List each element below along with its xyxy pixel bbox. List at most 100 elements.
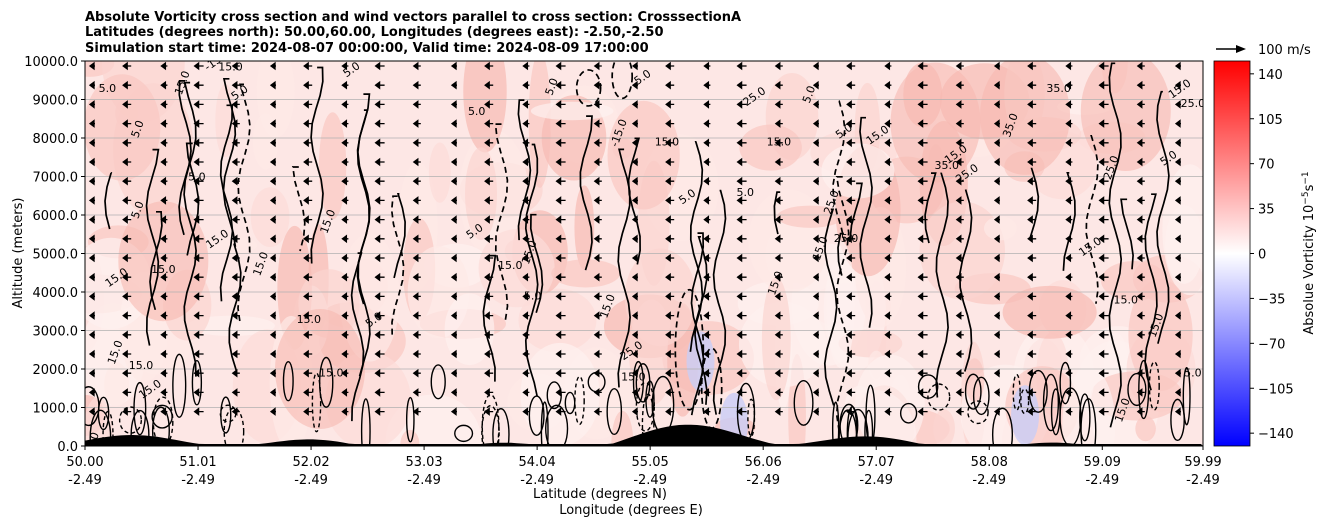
contour-loop [97,396,110,431]
wind-vector [993,253,1000,263]
wind-vector [955,407,964,416]
wind-vector [303,368,313,378]
wind-vector [1065,119,1073,128]
wind-vector [193,176,204,186]
contour-line [924,172,937,244]
wind-vector [374,349,385,359]
contour-line [617,148,631,388]
wind-vector [160,234,168,244]
wind-vector [1174,272,1181,282]
wind-vector [160,138,168,148]
wind-vector [160,368,168,378]
wind-vector [812,234,819,244]
contour-loop-negative [611,61,634,100]
x-tick-label-lat: 57.07 [858,455,895,470]
wind-vector [122,176,132,186]
wind-vector [736,61,747,71]
wind-vector [993,100,1000,109]
wind-vector [555,292,566,301]
contour-label: 15.0 [621,371,646,384]
wind-vector [450,349,457,359]
wind-vector [193,388,204,397]
wind-vector [703,330,711,340]
wind-vector [555,100,566,109]
wind-vector [774,311,783,320]
wind-vector [1098,368,1109,378]
wind-vector [1098,272,1109,282]
wind-vector [341,388,349,397]
colorbar-tick-label: 70 [1258,158,1275,173]
wind-vector [1098,80,1109,90]
wind-vector [665,330,675,340]
wind-vector [269,100,276,109]
wind-vector [450,61,457,71]
wind-vector [1065,138,1073,148]
wind-vector [374,407,385,416]
wind-vector [955,215,964,224]
wind-vector [1098,157,1109,167]
wind-vector [1136,196,1145,205]
wind-vector [955,292,964,301]
contour-line [356,93,371,305]
wind-vector [1098,138,1109,148]
wind-vector [884,253,892,263]
wind-vector [884,349,892,359]
wind-vector [993,311,1000,320]
y-axis-label: Altitude (meters) [11,198,26,309]
contour-line [773,191,781,235]
wind-vector [955,234,964,244]
contour-loop [1020,388,1030,415]
contour-line [935,172,949,398]
wind-vector [160,176,168,186]
wind-vector [484,100,494,109]
wind-vector [88,330,95,340]
wind-vector [993,330,1000,340]
x-tick-label-lat: 56.06 [745,455,782,470]
wind-vector [1027,349,1037,359]
wind-vector [846,368,856,378]
vorticity-contours [85,61,1191,446]
wind-vector [846,272,856,282]
wind-vector [1136,176,1145,186]
contour-line [185,142,200,256]
wind-vector [993,234,1000,244]
wind-vector [884,311,892,320]
wind-vector [1065,157,1073,167]
wind-vector [993,407,1000,416]
wind-vector [1136,138,1145,148]
terrain [85,424,1203,446]
x-tick-label-lon: -2.49 [859,473,893,488]
wind-vector [774,292,783,301]
wind-vector [736,272,747,282]
wind-vector [122,80,132,90]
wind-vector [122,253,132,263]
vorticity-patch [551,259,621,288]
wind-vector [665,176,675,186]
wind-vector [774,119,783,128]
wind-vector [1098,234,1109,244]
wind-vector [955,253,964,263]
vorticity-patch [739,124,802,171]
wind-vector [88,215,95,224]
wind-vector [884,215,892,224]
wind-vector [1098,61,1109,71]
wind-vector [88,407,95,416]
wind-vector [846,80,856,90]
contour-loop [1079,393,1091,442]
contour-loop [481,393,500,446]
wind-vector [846,253,856,263]
contour-line [1062,171,1076,271]
wind-vector [631,388,638,397]
quiver-key-label: 100 m/s [1258,43,1311,58]
contour-label: 5.0 [543,76,561,97]
wind-vector [917,272,928,282]
contour-loop [1170,398,1185,442]
wind-vector [917,253,928,263]
colorbar-tick-label: 105 [1258,113,1283,128]
wind-vector [522,330,530,340]
wind-vector [122,196,132,205]
wind-vector [993,119,1000,128]
wind-vector [1065,407,1073,416]
x-tick-label-lon: -2.49 [746,473,780,488]
contour-loop [492,407,510,446]
